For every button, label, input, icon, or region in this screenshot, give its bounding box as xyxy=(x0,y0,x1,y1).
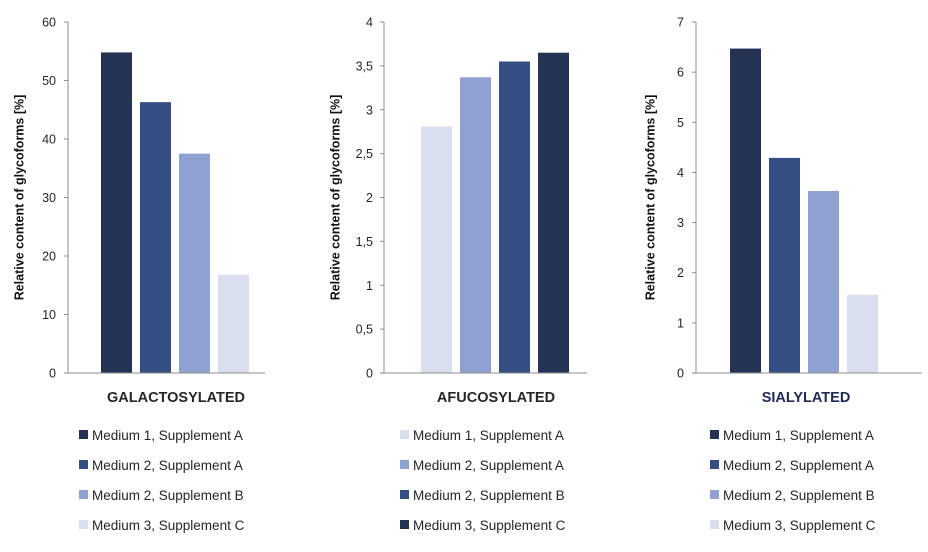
y-tick-label: 0 xyxy=(49,367,56,381)
legend-swatch xyxy=(400,460,409,469)
category-title: GALACTOSYLATED xyxy=(107,390,245,406)
y-tick-label: 30 xyxy=(42,191,56,205)
y-tick-label: 50 xyxy=(42,74,56,88)
y-tick-label: 4 xyxy=(677,166,684,180)
category-title: SIALYLATED xyxy=(762,390,851,406)
legend-swatch xyxy=(79,490,88,499)
legend-swatch xyxy=(79,430,88,439)
y-tick-label: 0,5 xyxy=(356,323,373,337)
legend-swatch xyxy=(400,430,409,439)
bar-medium-2-supplement-a xyxy=(460,77,491,373)
legend-swatch xyxy=(79,520,88,529)
bar-medium-2-supplement-b xyxy=(808,190,839,373)
y-tick-label: 3 xyxy=(677,216,684,230)
bar-medium-3-supplement-c xyxy=(847,294,878,373)
y-tick-label: 2,5 xyxy=(356,147,373,161)
y-axis-title: Relative content of glycoforms [%] xyxy=(328,95,342,301)
legend-entry-medium-2-supplement-b: Medium 2, Supplement B xyxy=(723,488,875,503)
bar-medium-1-supplement-a xyxy=(101,52,132,374)
bar-medium-1-supplement-a xyxy=(730,48,761,373)
legend-swatch xyxy=(710,520,719,529)
y-tick-label: 40 xyxy=(42,133,56,147)
legend-entry-medium-2-supplement-a: Medium 2, Supplement A xyxy=(413,458,564,473)
legend-entry-medium-2-supplement-a: Medium 2, Supplement A xyxy=(723,458,874,473)
chart-panel-sialylated: 0 1 2 3 4 5 6 7 Relative content of glycoforms [… xyxy=(643,16,922,533)
bar-medium-2-supplement-a xyxy=(140,102,171,374)
bar-medium-2-supplement-a xyxy=(769,157,800,373)
legend-entry-medium-3-supplement-c: Medium 3, Supplement C xyxy=(723,518,876,533)
legend-entry-medium-2-supplement-b: Medium 2, Supplement B xyxy=(413,488,565,503)
legend-entry-medium-2-supplement-b: Medium 2, Supplement B xyxy=(92,488,244,503)
legend-entry-medium-2-supplement-a: Medium 2, Supplement A xyxy=(92,458,243,473)
legend-entry-medium-1-supplement-a: Medium 1, Supplement A xyxy=(723,428,874,443)
bar-medium-3-supplement-c xyxy=(538,52,569,374)
legend-swatch xyxy=(710,430,719,439)
y-tick-label: 20 xyxy=(42,250,56,264)
chart-panel-afucosylated: 0 0,5 1 1,5 2 2,5 3 3,5 4 Relative content of gly… xyxy=(328,16,587,533)
legend-swatch xyxy=(710,460,719,469)
y-tick-label: 7 xyxy=(677,16,684,30)
y-tick-label: 4 xyxy=(366,16,373,30)
y-tick-label: 2 xyxy=(366,191,373,205)
y-tick-label: 1,5 xyxy=(356,235,373,249)
bar-medium-1-supplement-a xyxy=(421,126,452,373)
y-tick-label: 5 xyxy=(677,116,684,130)
y-tick-label: 1 xyxy=(677,316,684,330)
bar-medium-2-supplement-b xyxy=(179,153,210,373)
y-tick-label: 0 xyxy=(677,367,684,381)
legend-swatch xyxy=(400,490,409,499)
y-tick-label: 0 xyxy=(366,367,373,381)
legend-entry-medium-3-supplement-c: Medium 3, Supplement C xyxy=(92,518,245,533)
bar-medium-2-supplement-b xyxy=(499,61,530,374)
y-tick-label: 1 xyxy=(366,279,373,293)
y-tick-label: 60 xyxy=(42,16,56,30)
bar-medium-3-supplement-c xyxy=(218,274,249,373)
y-tick-label: 2 xyxy=(677,266,684,280)
legend-entry-medium-3-supplement-c: Medium 3, Supplement C xyxy=(413,518,566,533)
y-tick-label: 6 xyxy=(677,66,684,80)
legend-entry-medium-1-supplement-a: Medium 1, Supplement A xyxy=(92,428,243,443)
legend-swatch xyxy=(710,490,719,499)
category-title: AFUCOSYLATED xyxy=(437,390,555,406)
y-tick-label: 3,5 xyxy=(356,59,373,73)
y-axis-title: Relative content of glycoforms [%] xyxy=(643,95,657,301)
chart-panel-galactosylated: 0 10 20 30 40 50 60 Relative content of glycofo… xyxy=(12,16,265,533)
y-tick-label: 10 xyxy=(42,308,56,322)
legend-entry-medium-1-supplement-a: Medium 1, Supplement A xyxy=(413,428,564,443)
y-tick-label: 3 xyxy=(366,103,373,117)
legend-swatch xyxy=(79,460,88,469)
y-axis-title: Relative content of glycoforms [%] xyxy=(12,95,26,301)
legend-swatch xyxy=(400,520,409,529)
